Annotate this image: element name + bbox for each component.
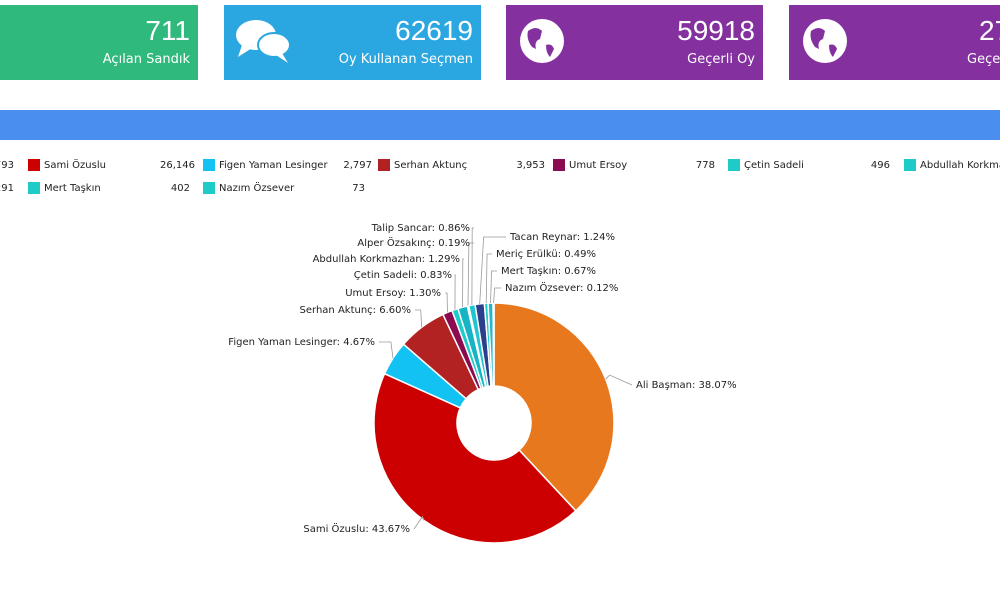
slice-label: Umut Ersoy: 1.30% [345, 288, 441, 299]
leader-line [413, 515, 425, 530]
card: 3711Açılan Sandık [0, 5, 198, 80]
card: 27 Geçer [789, 5, 1000, 80]
leader-line [493, 287, 501, 304]
leader-line [490, 270, 497, 304]
card-label: Oy Kullanan Seçmen [338, 52, 473, 67]
slice-label: Abdullah Korkmazhan: 1.29% [313, 254, 460, 265]
leader-line [471, 227, 474, 306]
legend-value: 2,797 [343, 160, 372, 171]
legend-swatch [28, 159, 40, 171]
header-bar [0, 110, 1000, 140]
card-number: 27 [979, 15, 1000, 46]
leader-line [485, 253, 492, 304]
legend-swatch [203, 182, 215, 194]
leader-line [479, 236, 506, 304]
legend-swatch [728, 159, 740, 171]
legend-swatch [378, 159, 390, 171]
legend-value: 778 [696, 160, 715, 171]
legend-value: 402 [171, 183, 190, 194]
globe-icon [520, 19, 564, 63]
legend-swatch [553, 159, 565, 171]
slice-label: Talip Sancar: 0.86% [371, 223, 470, 234]
legend-name: Serhan Aktunç [394, 160, 467, 171]
leader-line [454, 274, 456, 310]
leader-line [445, 292, 448, 313]
legend-name: Sami Özuslu [44, 158, 106, 171]
card-label: Geçerli Oy [687, 52, 755, 67]
slice [493, 302, 615, 512]
card-label: Geçer [967, 52, 1000, 67]
legend-swatch [203, 159, 215, 171]
slice-label: Çetin Sadeli: 0.83% [354, 270, 452, 281]
leader-line [415, 309, 423, 328]
card: 62619 Oy Kullanan Seçmen [224, 5, 481, 80]
slice-label: Tacan Reynar: 1.24% [509, 232, 615, 243]
slice-label: Ali Başman: 38.07% [636, 380, 737, 391]
slice-label: Serhan Aktunç: 6.60% [300, 305, 411, 316]
legend-name: Mert Taşkın [44, 183, 101, 194]
slice-label: Mert Taşkın: 0.67% [501, 266, 596, 277]
slice-label: Alper Özsakınç: 0.19% [357, 236, 470, 249]
slice-label: Figen Yaman Lesinger: 4.67% [228, 337, 375, 348]
legend-value: 26,146 [160, 160, 195, 171]
slice [492, 302, 495, 387]
legend-value: 291 [0, 183, 14, 194]
card-number: 711 [145, 15, 190, 46]
card-number: 62619 [395, 15, 473, 46]
globe-icon [803, 19, 847, 63]
slice [373, 372, 577, 544]
card-number: 59918 [677, 15, 755, 46]
legend-name: Figen Yaman Lesinger [219, 160, 328, 171]
card-label: Açılan Sandık [102, 52, 190, 67]
legend-swatch [904, 159, 916, 171]
legend-name: Abdullah Korkmaz [920, 160, 1000, 171]
legend-value: 73 [352, 183, 365, 194]
legend-value: 793 [0, 160, 14, 171]
legend-name: Nazım Özsever [219, 181, 295, 194]
leader-line [462, 258, 464, 308]
chat-icon [236, 20, 291, 63]
leader-line [605, 374, 633, 386]
slice-label: Sami Özuslu: 43.67% [303, 522, 410, 535]
slice-label: Nazım Özsever: 0.12% [505, 281, 618, 294]
legend-value: 496 [871, 160, 890, 171]
slice-label: Meriç Erülkü: 0.49% [496, 249, 596, 260]
leader-line [379, 341, 394, 359]
legend-name: Umut Ersoy [569, 160, 627, 171]
card: 59918 Geçerli Oy [506, 5, 763, 80]
legend-value: 3,953 [516, 160, 545, 171]
legend-name: Çetin Sadeli [744, 160, 804, 171]
legend-swatch [28, 182, 40, 194]
leader-line [467, 242, 474, 306]
